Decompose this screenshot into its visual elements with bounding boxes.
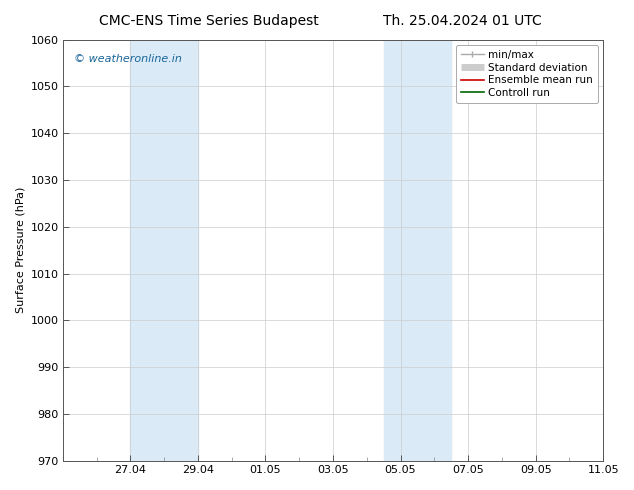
Legend: min/max, Standard deviation, Ensemble mean run, Controll run: min/max, Standard deviation, Ensemble me… <box>456 45 598 103</box>
Bar <box>131 40 198 461</box>
Bar <box>384 40 451 461</box>
Text: © weatheronline.in: © weatheronline.in <box>74 54 181 64</box>
Y-axis label: Surface Pressure (hPa): Surface Pressure (hPa) <box>15 187 25 314</box>
Text: Th. 25.04.2024 01 UTC: Th. 25.04.2024 01 UTC <box>384 14 542 28</box>
Text: CMC-ENS Time Series Budapest: CMC-ENS Time Series Budapest <box>100 14 319 28</box>
